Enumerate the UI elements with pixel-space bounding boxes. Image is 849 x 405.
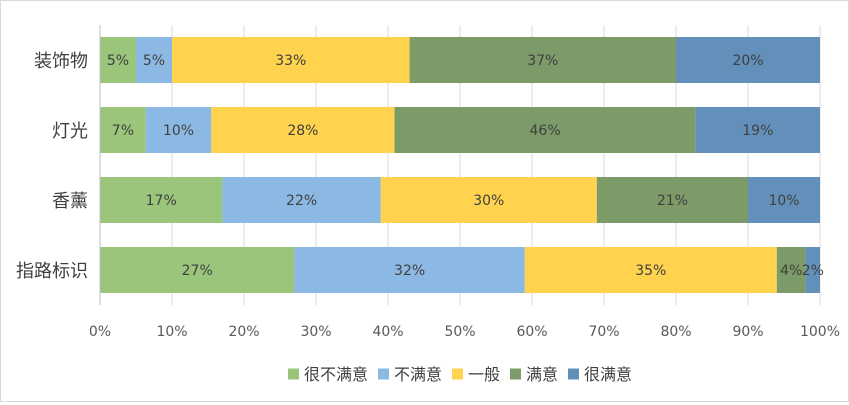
bar-segment — [695, 107, 820, 153]
legend-swatch — [378, 368, 389, 380]
bar-segment — [222, 177, 381, 223]
bar-segment — [409, 37, 676, 83]
data-label: 20% — [732, 53, 763, 69]
data-label: 33% — [275, 53, 306, 69]
data-label: 5% — [107, 53, 129, 69]
x-tick-label: 0% — [89, 324, 111, 340]
legend-label: 很不满意 — [304, 365, 368, 384]
data-label: 37% — [527, 53, 558, 69]
bar-segment — [748, 177, 820, 223]
data-label: 21% — [657, 193, 688, 209]
bar-segment — [394, 107, 696, 153]
x-tick-label: 60% — [516, 324, 547, 340]
bar-segment — [676, 37, 820, 83]
legend: 很不满意 不满意 一般 满意 很满意 — [288, 365, 632, 384]
bar-segments — [100, 37, 820, 293]
bar-segment — [596, 177, 748, 223]
legend-swatch — [568, 368, 579, 380]
x-tick-label: 30% — [300, 324, 331, 340]
legend-swatch — [288, 368, 299, 380]
bar-segment — [380, 177, 597, 223]
legend-swatch — [510, 368, 521, 380]
category-label: 香薰 — [52, 191, 88, 212]
bar-segment — [100, 247, 295, 293]
bar-segment — [805, 247, 820, 293]
x-tick-label: 20% — [228, 324, 259, 340]
data-label: 27% — [182, 263, 213, 279]
data-label: 46% — [530, 123, 561, 139]
bar-segment — [136, 37, 172, 83]
x-axis: 0% 10% 20% 30% 40% 50% 60% 70% 80% 90% 100% — [89, 324, 840, 340]
data-labels: 5% 5% 33% 37% 20% 7% 10% 28% 46% 19% 17% 22% 30% 21% 1… — [107, 53, 824, 279]
bar-segment — [211, 107, 395, 153]
data-label: 30% — [473, 193, 504, 209]
x-tick-label: 70% — [588, 324, 619, 340]
bar-segment — [100, 177, 223, 223]
x-tick-label: 90% — [732, 324, 763, 340]
data-label: 35% — [635, 263, 666, 279]
x-tick-label: 80% — [660, 324, 691, 340]
bar-segment — [294, 247, 525, 293]
data-label: 2% — [802, 263, 824, 279]
category-label: 装饰物 — [34, 51, 88, 72]
data-label: 10% — [768, 193, 799, 209]
bar-segment — [145, 107, 212, 153]
data-label: 19% — [742, 123, 773, 139]
bar-segment — [776, 247, 806, 293]
data-label: 28% — [287, 123, 318, 139]
legend-swatch — [452, 368, 463, 380]
data-label: 7% — [112, 123, 134, 139]
data-label: 5% — [143, 53, 165, 69]
bar-segment — [100, 107, 146, 153]
legend-label: 很满意 — [584, 365, 632, 384]
bar-segment — [172, 37, 410, 83]
category-label: 灯光 — [52, 121, 88, 142]
data-label: 17% — [146, 193, 177, 209]
legend-label: 满意 — [526, 365, 558, 384]
bar-segment — [524, 247, 777, 293]
bar-segment — [100, 37, 136, 83]
x-tick-label: 100% — [800, 324, 840, 340]
category-label: 指路标识 — [16, 261, 88, 282]
x-tick-label: 10% — [156, 324, 187, 340]
x-tick-label: 40% — [372, 324, 403, 340]
legend-label: 一般 — [468, 365, 500, 384]
data-label: 10% — [163, 123, 194, 139]
data-label: 32% — [394, 263, 425, 279]
x-tick-label: 50% — [444, 324, 475, 340]
legend-label: 不满意 — [394, 365, 442, 384]
data-label: 22% — [286, 193, 317, 209]
data-label: 4% — [780, 263, 802, 279]
